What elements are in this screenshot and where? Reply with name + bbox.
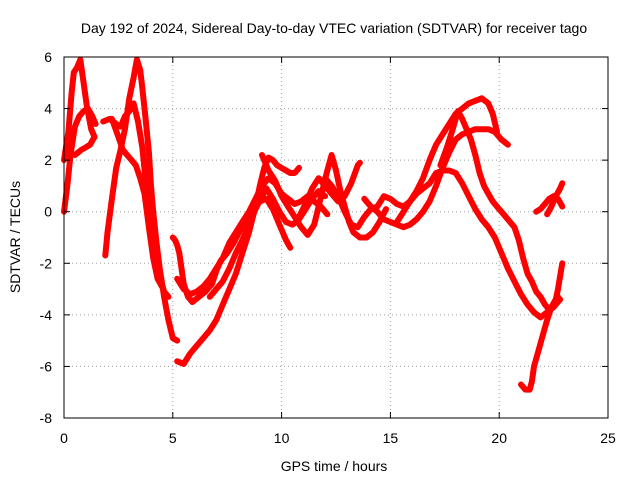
x-tick-label: 20 [491, 430, 507, 446]
y-tick-label: 2 [44, 152, 52, 168]
data-series-sat-n [361, 126, 511, 231]
y-tick-label: 0 [44, 204, 52, 220]
x-tick-label: 10 [274, 430, 290, 446]
y-tick-label: 6 [44, 49, 52, 65]
x-tick-label: 0 [60, 430, 68, 446]
y-tick-label: -4 [40, 307, 53, 323]
data-series-sat-k [259, 152, 389, 241]
series-layer [61, 56, 566, 393]
ticks: 0 5 10 15 20 25 -8 -6 -4 -2 0 2 4 6 [40, 49, 616, 446]
data-series-sat-q [518, 260, 566, 393]
y-tick-label: -6 [40, 358, 53, 374]
data-series-sat-p [437, 108, 561, 313]
x-tick-label: 5 [169, 430, 177, 446]
data-series-sat-i [174, 175, 331, 298]
data-series-sat-s [544, 180, 566, 218]
chart-title: Day 192 of 2024, Sidereal Day-to-day VTE… [81, 20, 588, 36]
data-series-sat-r [533, 193, 566, 215]
data-series-sat-l [296, 159, 363, 220]
x-tick-label: 15 [383, 430, 399, 446]
x-axis-label: GPS time / hours [281, 458, 388, 474]
data-series-sat-b [61, 56, 98, 164]
plot-frame [63, 56, 609, 419]
data-series-sat-g [174, 154, 302, 367]
y-axis-label: SDTVAR / TECUs [7, 181, 23, 293]
data-series-sat-c [71, 133, 98, 158]
data-series-sat-e [100, 100, 172, 300]
data-series-sat-o [393, 95, 500, 225]
y-tick-label: -2 [40, 255, 53, 271]
x-tick-label: 25 [600, 430, 616, 446]
y-tick-label: 4 [44, 101, 52, 117]
y-tick-label: -8 [40, 410, 53, 426]
data-series-sat-f [108, 115, 165, 290]
